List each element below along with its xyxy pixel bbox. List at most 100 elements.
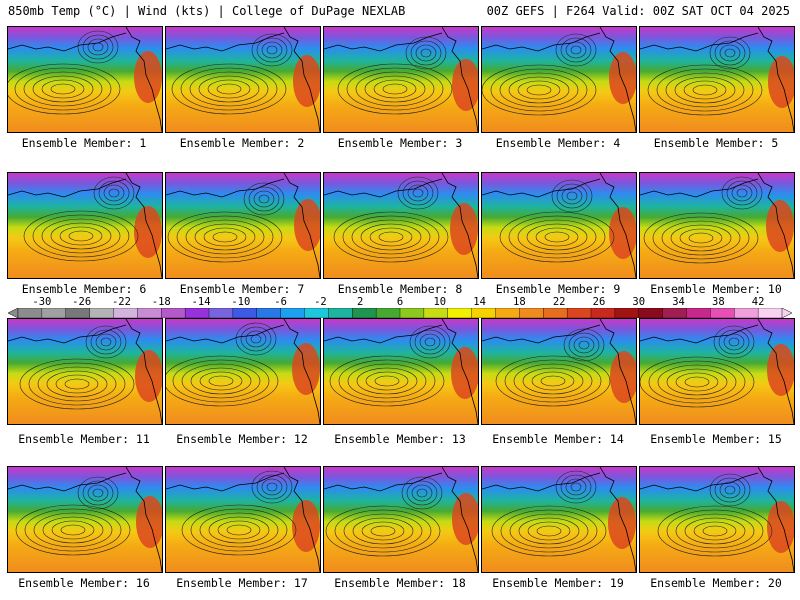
temperature-wind-map <box>8 319 162 424</box>
ensemble-member-label: Ensemble Member: 11 <box>18 432 150 446</box>
temperature-colorbar <box>8 308 792 318</box>
temperature-wind-map <box>640 467 794 572</box>
ensemble-member-label: Ensemble Member: 2 <box>179 136 305 150</box>
ensemble-member-label: Ensemble Member: 9 <box>495 282 621 296</box>
ensemble-member-label: Ensemble Member: 6 <box>21 282 147 296</box>
colorbar-swatch <box>328 308 353 318</box>
colorbar-swatch <box>89 308 114 318</box>
ensemble-member-label: Ensemble Member: 18 <box>334 576 466 590</box>
ensemble-member-label: Ensemble Member: 20 <box>650 576 782 590</box>
temperature-wind-map <box>166 319 320 424</box>
colorbar-tick-label: -10 <box>231 296 251 308</box>
colorbar-tick-label: -2 <box>314 296 327 308</box>
colorbar-swatch <box>423 308 449 318</box>
temperature-wind-map <box>8 173 162 278</box>
colorbar-tick-label: -18 <box>151 296 171 308</box>
colorbar-swatch <box>304 308 329 318</box>
colorbar-swatch <box>280 308 305 318</box>
colorbar-swatch <box>137 308 162 318</box>
ensemble-map-panel <box>639 466 795 573</box>
colorbar-tick-label: 22 <box>552 296 566 308</box>
colorbar-swatch <box>495 308 520 318</box>
temperature-wind-map <box>482 467 636 572</box>
temperature-wind-map <box>640 27 794 132</box>
ensemble-map-panel <box>639 318 795 425</box>
temperature-wind-map <box>324 467 478 572</box>
ensemble-map-panel <box>7 172 163 279</box>
ensemble-map-panel <box>323 172 479 279</box>
ensemble-map-panel <box>165 318 321 425</box>
ensemble-map-panel <box>481 172 637 279</box>
ensemble-map-panel <box>7 26 163 133</box>
colorbar-tick-label: 18 <box>513 296 526 308</box>
ensemble-map-panel <box>323 466 479 573</box>
temperature-wind-map <box>640 173 794 278</box>
temperature-wind-map <box>482 173 636 278</box>
colorbar-swatch <box>614 308 640 318</box>
colorbar-tick-label: 30 <box>632 296 646 308</box>
colorbar-tick-label: -26 <box>72 296 92 308</box>
colorbar-swatch <box>447 308 473 318</box>
colorbar-swatch <box>232 308 258 318</box>
colorbar-swatch <box>352 308 377 318</box>
colorbar-tick-label: 34 <box>672 296 685 308</box>
colorbar-swatch <box>17 308 43 318</box>
ensemble-member-label: Ensemble Member: 13 <box>334 432 466 446</box>
ensemble-map-panel <box>323 318 479 425</box>
ensemble-map-panel <box>639 26 795 133</box>
temperature-wind-map <box>482 27 636 132</box>
colorbar-swatch <box>65 308 91 318</box>
colorbar-swatch <box>184 308 210 318</box>
ensemble-member-label: Ensemble Member: 7 <box>179 282 305 296</box>
temperature-wind-map <box>324 27 478 132</box>
colorbar-swatch <box>543 308 568 318</box>
ensemble-member-label: Ensemble Member: 3 <box>337 136 463 150</box>
colorbar-tick-label: 14 <box>473 296 486 308</box>
ensemble-member-label: Ensemble Member: 14 <box>492 432 624 446</box>
colorbar-tick-label: 10 <box>433 296 447 308</box>
colorbar-left-arrow <box>8 308 19 318</box>
colorbar-swatch <box>519 308 544 318</box>
ensemble-member-label: Ensemble Member: 4 <box>495 136 621 150</box>
ensemble-map-panel <box>481 318 637 425</box>
colorbar-swatch <box>256 308 282 318</box>
temperature-wind-map <box>8 467 162 572</box>
ensemble-member-label: Ensemble Member: 5 <box>653 136 779 150</box>
colorbar-swatch <box>208 308 234 318</box>
ensemble-map-panel <box>7 318 163 425</box>
ensemble-member-label: Ensemble Member: 15 <box>650 432 782 446</box>
colorbar-tick-label: 42 <box>751 296 765 308</box>
colorbar-tick-label: -30 <box>32 296 52 308</box>
colorbar-swatch <box>566 308 592 318</box>
ensemble-map-panel <box>481 26 637 133</box>
colorbar-swatch <box>161 308 186 318</box>
header-left-title: 850mb Temp (°C) | Wind (kts) | College o… <box>8 4 406 18</box>
colorbar-swatch <box>590 308 616 318</box>
ensemble-member-label: Ensemble Member: 17 <box>176 576 308 590</box>
colorbar-swatch <box>734 308 759 318</box>
colorbar-tick-label: 38 <box>712 296 725 308</box>
ensemble-map-panel <box>481 466 637 573</box>
colorbar-swatch <box>686 308 711 318</box>
temperature-wind-map <box>166 173 320 278</box>
temperature-wind-map <box>166 467 320 572</box>
temperature-wind-map <box>482 319 636 424</box>
ensemble-map-panel <box>639 172 795 279</box>
colorbar-swatch <box>757 308 783 318</box>
temperature-wind-map <box>640 319 794 424</box>
ensemble-member-label: Ensemble Member: 8 <box>337 282 463 296</box>
colorbar-swatch <box>638 308 664 318</box>
ensemble-member-label: Ensemble Member: 16 <box>18 576 150 590</box>
ensemble-member-label: Ensemble Member: 1 <box>21 136 147 150</box>
ensemble-member-label: Ensemble Member: 12 <box>176 432 308 446</box>
colorbar-right-arrow <box>781 308 792 318</box>
colorbar-tick-labels: -30 -26 -22 -18 -14 -10 -6 -2 2 6 10 14 18 22 26 30 34 38… <box>0 296 800 308</box>
temperature-wind-map <box>324 319 478 424</box>
colorbar-swatch <box>41 308 67 318</box>
ensemble-member-label: Ensemble Member: 10 <box>650 282 782 296</box>
colorbar-tick-label: -22 <box>111 296 131 308</box>
temperature-wind-map <box>8 27 162 132</box>
colorbar-tick-label: -6 <box>274 296 287 308</box>
colorbar-swatch <box>399 308 425 318</box>
colorbar-swatch <box>113 308 138 318</box>
